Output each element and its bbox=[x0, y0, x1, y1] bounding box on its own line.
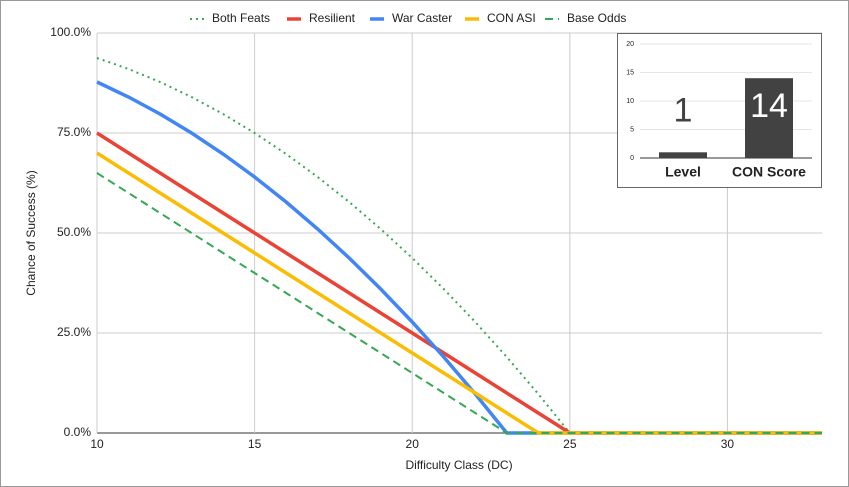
y-tick-label: 10 bbox=[626, 98, 634, 105]
x-axis-title: Difficulty Class (DC) bbox=[405, 458, 512, 472]
legend-label: CON ASI bbox=[487, 11, 536, 25]
category-label: CON Score bbox=[732, 164, 806, 180]
bar bbox=[659, 152, 707, 158]
y-tick-label: 15 bbox=[626, 69, 634, 76]
series-line bbox=[96, 172, 822, 434]
y-tick-label: 5 bbox=[630, 126, 634, 133]
x-tick-label: 25 bbox=[563, 437, 577, 451]
data-label: 14 bbox=[750, 87, 788, 125]
data-label: 1 bbox=[674, 91, 693, 129]
bar bbox=[745, 78, 793, 158]
y-tick-label: 75.0% bbox=[57, 125, 91, 139]
legend-label: Base Odds bbox=[567, 11, 626, 25]
y-tick-label: 0 bbox=[630, 155, 634, 162]
legend-label: Both Feats bbox=[212, 11, 270, 25]
y-tick-label: 100.0% bbox=[50, 25, 91, 39]
legend-label: War Caster bbox=[392, 11, 452, 25]
legend-label: Resilient bbox=[309, 11, 356, 25]
y-axis-title: Chance of Success (%) bbox=[24, 170, 38, 295]
series-line bbox=[96, 57, 822, 434]
y-tick-label: 20 bbox=[626, 41, 634, 48]
y-tick-label: 50.0% bbox=[57, 225, 91, 239]
x-tick-label: 20 bbox=[406, 437, 420, 451]
x-tick-label: 30 bbox=[721, 437, 735, 451]
x-tick-label: 10 bbox=[90, 437, 104, 451]
category-label: Level bbox=[665, 164, 701, 180]
x-tick-label: 15 bbox=[248, 437, 262, 451]
y-tick-label: 0.0% bbox=[64, 425, 92, 439]
y-tick-label: 25.0% bbox=[57, 325, 91, 339]
